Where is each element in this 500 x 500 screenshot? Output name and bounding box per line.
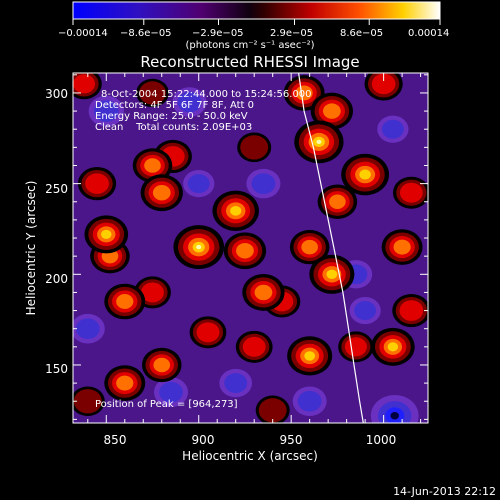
heatmap-hot-spot bbox=[104, 365, 146, 401]
colorbar-tick-label-4: 2.9e−05 bbox=[270, 28, 313, 39]
heatmap-hot-spot bbox=[289, 229, 330, 265]
heatmap-hot-spot bbox=[141, 347, 182, 383]
heatmap-hot-spot bbox=[84, 215, 129, 254]
colorbar-tick-label-5: 8.6e−05 bbox=[340, 28, 383, 39]
y-tick-label-250: 250 bbox=[45, 182, 68, 196]
heatmap-cold-spot bbox=[370, 394, 419, 423]
heatmap-hot-spot bbox=[338, 331, 374, 363]
heatmap-cold-spot bbox=[183, 170, 215, 198]
axis-ticks bbox=[73, 73, 428, 423]
heatmap-hot-spot bbox=[294, 120, 344, 164]
heatmap-hot-spot bbox=[140, 174, 183, 212]
heatmap-hot-spot bbox=[255, 395, 290, 423]
heatmap-hot-spot bbox=[341, 153, 390, 196]
heatmap-hot-spot bbox=[235, 330, 273, 363]
heatmap-hot-spot bbox=[392, 293, 428, 328]
heatmap-hot-spot bbox=[310, 92, 354, 130]
colorbar-tick-label-6: 0.00014 bbox=[408, 28, 449, 39]
heatmap-hot-spot bbox=[189, 316, 227, 349]
x-tick-label-850: 850 bbox=[104, 433, 127, 447]
colorbar-tick-label-3: −2.9e−05 bbox=[192, 28, 244, 39]
heatmap-cold-spot bbox=[88, 95, 124, 127]
heatmap-cold-spot bbox=[246, 168, 281, 199]
y-tick-label-300: 300 bbox=[45, 87, 68, 101]
colorbar-gradient bbox=[72, 1, 441, 20]
heatmap-hot-spot bbox=[173, 225, 225, 270]
heatmap-hot-spot bbox=[132, 148, 173, 183]
colorbar-tick-label-1: −0.00014 bbox=[58, 28, 108, 39]
heatmap-cold-spot bbox=[153, 377, 189, 407]
heatmap-hot-spot bbox=[223, 232, 267, 270]
plot-frame bbox=[72, 72, 429, 424]
info-detectors: Detectors: 4F 5F 6F 7F 8F, Att 0 bbox=[95, 100, 254, 111]
heatmap-cold-spot bbox=[73, 313, 105, 344]
solar-limb-curve bbox=[298, 73, 364, 423]
heatmap-hot-spot bbox=[77, 167, 117, 201]
heatmap-hot-spot bbox=[287, 336, 333, 376]
y-tick-label-150: 150 bbox=[45, 362, 68, 376]
colorbar-units: (photons cm⁻² s⁻¹ asec⁻²) bbox=[185, 40, 314, 51]
heatmap-hot-spot bbox=[392, 176, 428, 209]
x-tick-label-1000: 1000 bbox=[366, 433, 397, 447]
heatmap-hot-spot bbox=[381, 229, 423, 265]
x-tick-label-900: 900 bbox=[192, 433, 215, 447]
heatmap-hot-spot bbox=[242, 274, 285, 311]
heatmap-hot-spot bbox=[212, 190, 259, 232]
heatmap-hot-spot bbox=[73, 386, 105, 417]
heatmap-cold-spot bbox=[349, 296, 381, 325]
colorbar-ticks bbox=[72, 19, 441, 25]
heatmap-hot-spot bbox=[104, 283, 146, 320]
footer-date: 14-Jun-2013 22:12 bbox=[393, 485, 496, 498]
heatmap-hot-spot bbox=[237, 132, 272, 163]
chart-title: Reconstructed RHESSI Image bbox=[140, 53, 359, 71]
heatmap-cold-spot bbox=[172, 87, 207, 117]
heatmap-cold-spot bbox=[219, 368, 253, 398]
heatmap-cold-spot bbox=[377, 115, 409, 143]
y-tick-label-200: 200 bbox=[45, 272, 68, 286]
heatmap-hot-spot bbox=[283, 75, 325, 111]
heatmap-hot-spot bbox=[136, 78, 169, 108]
x-tick-label-950: 950 bbox=[280, 433, 303, 447]
heatmap-hot-spot bbox=[309, 254, 355, 294]
info-total-counts: Clean Total counts: 2.09E+03 bbox=[95, 122, 252, 133]
y-axis-label: Heliocentric Y (arcsec) bbox=[24, 181, 38, 316]
heatmap-hot-spot bbox=[317, 184, 358, 219]
peak-position-label: Position of Peak = [964,273] bbox=[95, 399, 238, 410]
x-axis-label: Heliocentric X (arcsec) bbox=[182, 449, 318, 463]
colorbar: −0.00014 −8.6e−05 −2.9e−05 2.9e−05 8.6e−… bbox=[58, 1, 449, 51]
heatmap-hot-spot bbox=[364, 73, 403, 101]
heatmap-cold-spot bbox=[292, 386, 327, 417]
colorbar-tick-label-2: −8.6e−05 bbox=[120, 28, 172, 39]
info-energy-range: Energy Range: 25.0 - 50.0 keV bbox=[95, 111, 248, 122]
heatmap-hot-spot bbox=[371, 327, 415, 366]
info-time-range: 8-Oct-2004 15:22:44.000 to 15:24:56.000 bbox=[101, 89, 312, 100]
plot-area: 8-Oct-2004 15:22:44.000 to 15:24:56.000 … bbox=[72, 72, 429, 424]
